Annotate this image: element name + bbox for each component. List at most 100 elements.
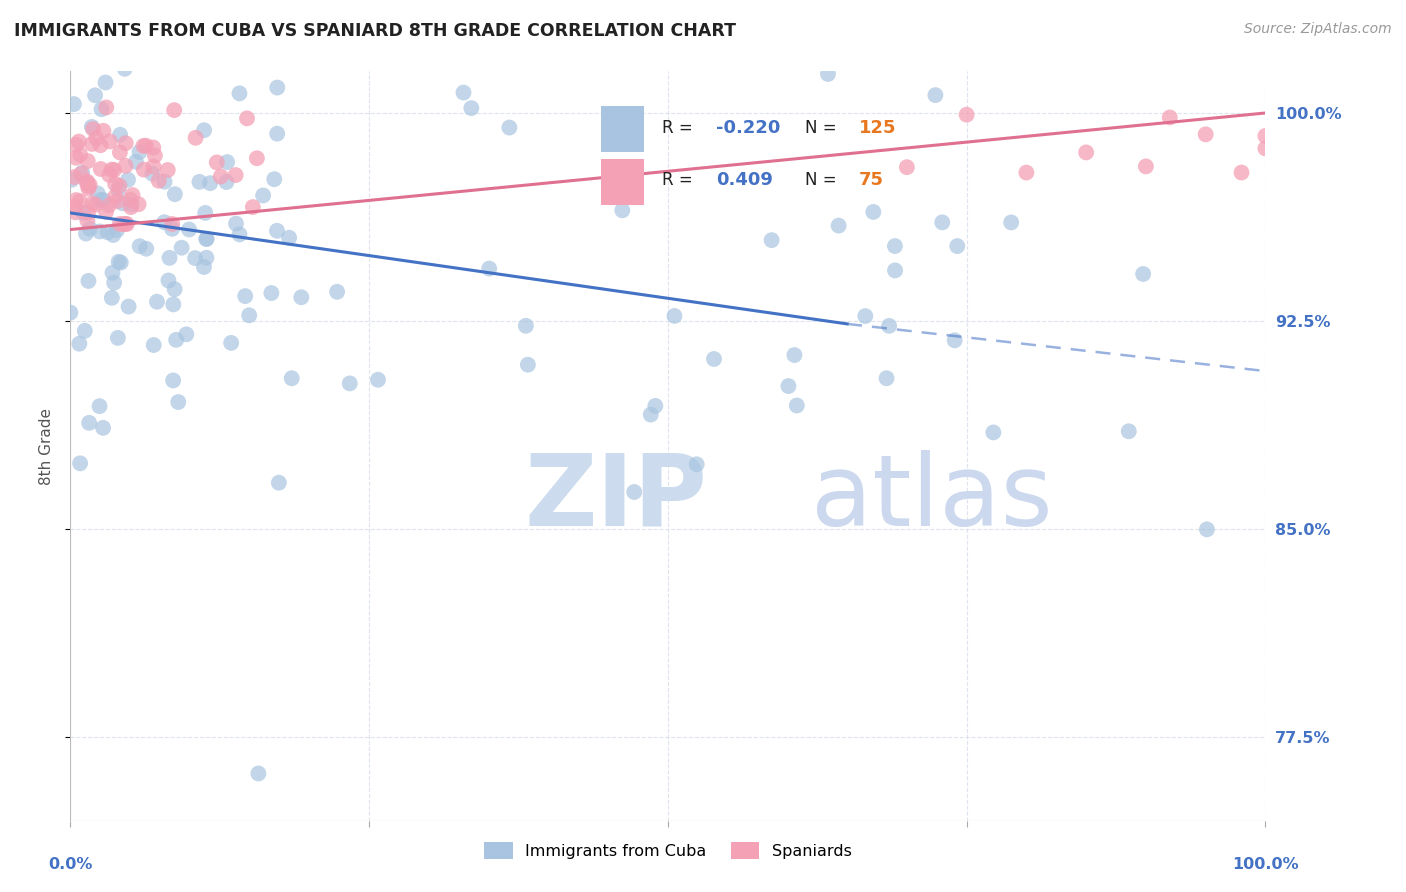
Immigrants from Cuba xyxy=(1000,215,1022,229)
Immigrants from Cuba xyxy=(983,425,1005,440)
Spaniards xyxy=(209,169,232,184)
Immigrants from Cuba xyxy=(142,338,165,352)
Immigrants from Cuba xyxy=(193,260,215,274)
Spaniards xyxy=(63,170,86,185)
Spaniards xyxy=(246,151,269,165)
Immigrants from Cuba xyxy=(1132,267,1154,281)
Immigrants from Cuba xyxy=(195,232,218,246)
Immigrants from Cuba xyxy=(516,358,538,372)
Spaniards xyxy=(1076,145,1098,160)
Spaniards xyxy=(1195,128,1218,142)
Spaniards xyxy=(86,131,108,145)
Spaniards xyxy=(97,198,120,212)
Immigrants from Cuba xyxy=(623,485,645,500)
Immigrants from Cuba xyxy=(86,186,108,201)
Immigrants from Cuba xyxy=(162,297,184,311)
Y-axis label: 8th Grade: 8th Grade xyxy=(39,408,55,484)
Immigrants from Cuba xyxy=(453,86,475,100)
Immigrants from Cuba xyxy=(89,399,111,413)
Spaniards xyxy=(1135,160,1157,174)
Spaniards xyxy=(76,175,98,189)
Immigrants from Cuba xyxy=(644,399,666,413)
Spaniards xyxy=(225,168,247,182)
Immigrants from Cuba xyxy=(93,193,115,207)
Immigrants from Cuba xyxy=(77,416,100,430)
Immigrants from Cuba xyxy=(77,274,100,288)
Immigrants from Cuba xyxy=(228,87,250,101)
Immigrants from Cuba xyxy=(686,458,709,472)
Immigrants from Cuba xyxy=(280,371,302,385)
Immigrants from Cuba xyxy=(664,309,686,323)
Spaniards xyxy=(67,135,90,149)
Immigrants from Cuba xyxy=(184,251,207,265)
Spaniards xyxy=(156,163,179,178)
Immigrants from Cuba xyxy=(90,193,112,207)
Immigrants from Cuba xyxy=(73,324,96,338)
Spaniards xyxy=(896,160,918,174)
Spaniards xyxy=(79,178,101,192)
Immigrants from Cuba xyxy=(219,335,242,350)
Immigrants from Cuba xyxy=(263,172,285,186)
Immigrants from Cuba xyxy=(247,766,270,780)
Spaniards xyxy=(104,190,127,204)
Spaniards xyxy=(115,217,138,231)
Immigrants from Cuba xyxy=(105,223,128,237)
Spaniards xyxy=(1159,111,1181,125)
Immigrants from Cuba xyxy=(91,421,114,435)
Immigrants from Cuba xyxy=(121,197,143,211)
Spaniards xyxy=(65,151,87,165)
Immigrants from Cuba xyxy=(79,221,101,235)
Spaniards xyxy=(76,213,98,227)
Immigrants from Cuba xyxy=(225,217,247,231)
Spaniards xyxy=(1015,165,1038,179)
Spaniards xyxy=(205,155,228,169)
Spaniards xyxy=(98,168,121,182)
Spaniards xyxy=(65,193,87,207)
Spaniards xyxy=(65,137,87,152)
Immigrants from Cuba xyxy=(827,219,849,233)
Spaniards xyxy=(104,177,127,191)
Immigrants from Cuba xyxy=(326,285,349,299)
Immigrants from Cuba xyxy=(943,334,966,348)
Spaniards xyxy=(96,100,118,114)
Spaniards xyxy=(108,178,131,193)
Immigrants from Cuba xyxy=(153,215,176,229)
Immigrants from Cuba xyxy=(884,263,907,277)
Spaniards xyxy=(69,194,91,209)
Spaniards xyxy=(163,103,186,117)
Immigrants from Cuba xyxy=(107,182,129,196)
Legend: Immigrants from Cuba, Spaniards: Immigrants from Cuba, Spaniards xyxy=(478,836,858,865)
Spaniards xyxy=(108,217,131,231)
Spaniards xyxy=(120,193,142,207)
Immigrants from Cuba xyxy=(233,289,256,303)
Immigrants from Cuba xyxy=(228,227,250,242)
Immigrants from Cuba xyxy=(103,227,125,242)
Spaniards xyxy=(63,199,86,213)
Immigrants from Cuba xyxy=(163,282,186,296)
Spaniards xyxy=(70,167,93,181)
Immigrants from Cuba xyxy=(640,408,662,422)
Immigrants from Cuba xyxy=(498,120,520,135)
Immigrants from Cuba xyxy=(193,123,215,137)
Immigrants from Cuba xyxy=(267,475,290,490)
Spaniards xyxy=(236,112,259,126)
Immigrants from Cuba xyxy=(817,67,839,81)
Immigrants from Cuba xyxy=(60,172,83,186)
Immigrants from Cuba xyxy=(153,175,176,189)
Immigrants from Cuba xyxy=(69,456,91,470)
Spaniards xyxy=(103,163,125,178)
Spaniards xyxy=(89,138,111,153)
Immigrants from Cuba xyxy=(170,241,193,255)
Spaniards xyxy=(82,122,104,136)
Spaniards xyxy=(76,154,98,169)
Immigrants from Cuba xyxy=(135,242,157,256)
Spaniards xyxy=(184,130,207,145)
Immigrants from Cuba xyxy=(761,233,783,247)
Immigrants from Cuba xyxy=(80,120,103,134)
Spaniards xyxy=(80,136,103,151)
Immigrants from Cuba xyxy=(146,294,169,309)
Immigrants from Cuba xyxy=(141,167,163,181)
Immigrants from Cuba xyxy=(101,291,124,305)
Immigrants from Cuba xyxy=(194,206,217,220)
Immigrants from Cuba xyxy=(160,222,183,236)
